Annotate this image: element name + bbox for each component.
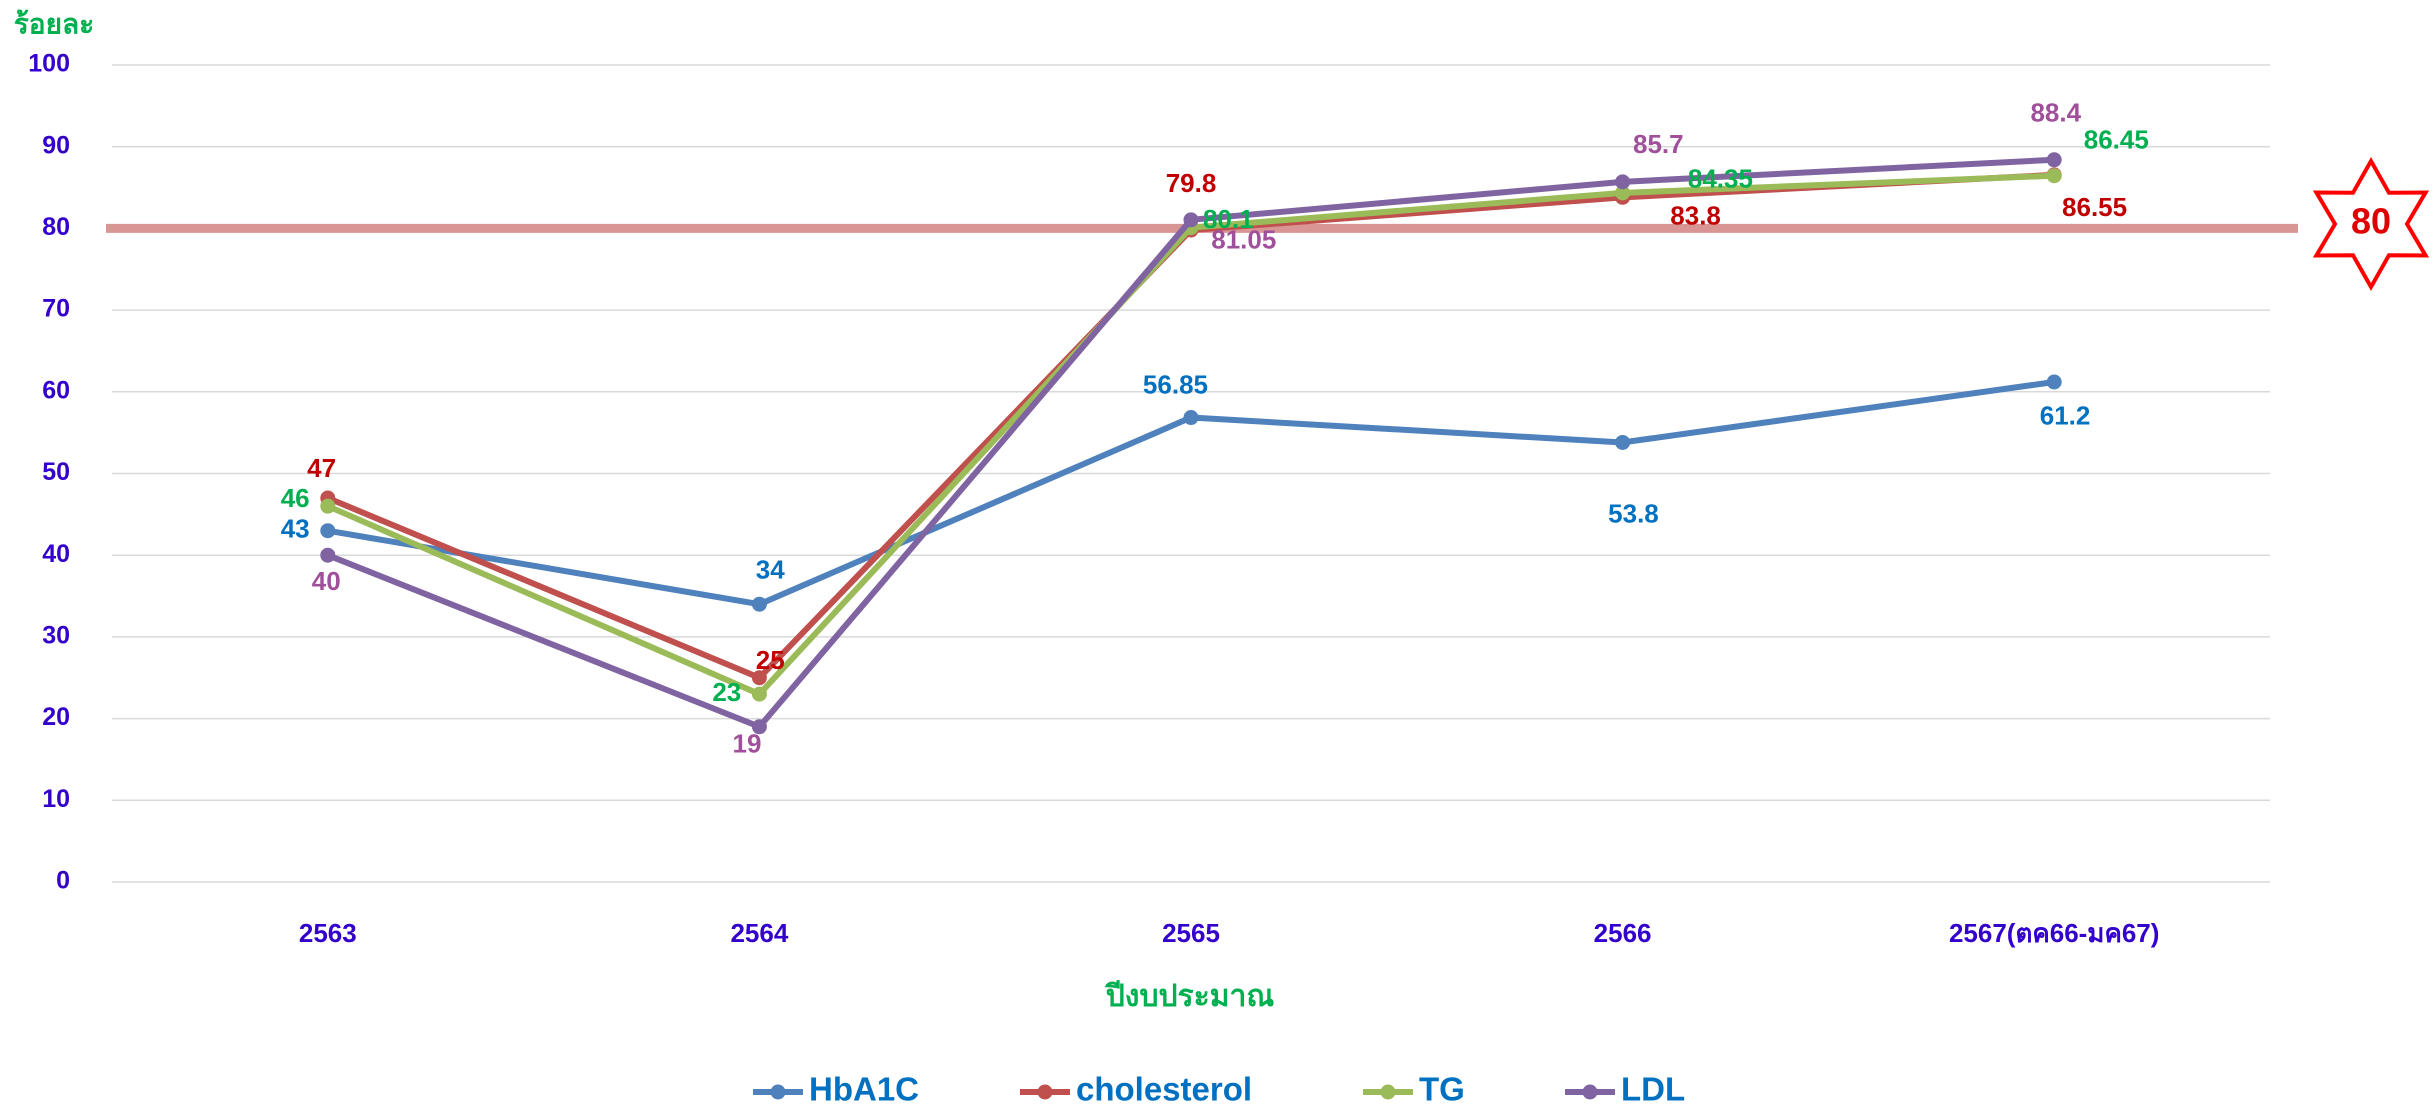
data-point	[320, 523, 336, 539]
data-point	[1615, 434, 1631, 450]
data-point	[2046, 168, 2062, 184]
data-label: 43	[281, 514, 310, 544]
data-point	[320, 498, 336, 514]
data-label: 80.1	[1203, 204, 1254, 234]
x-tick-label: 2564	[730, 918, 788, 948]
y-tick-label: 100	[28, 50, 70, 78]
series-line	[326, 171, 2055, 681]
x-tick-label: 2563	[299, 918, 357, 948]
data-label: 88.4	[2030, 98, 2081, 128]
y-tick-label: 40	[42, 540, 70, 568]
data-label: 61.2	[2040, 401, 2091, 431]
data-label: 79.8	[1166, 168, 1217, 198]
data-label: 83.8	[1670, 200, 1721, 230]
legend-label: TG	[1419, 1071, 1465, 1108]
data-point	[1183, 410, 1199, 426]
x-tick-label: 2567(ตค66-มค67)	[1949, 918, 2159, 948]
data-label: 34	[756, 554, 785, 584]
data-point	[751, 596, 767, 612]
legend-marker	[1380, 1084, 1396, 1100]
x-tick-label: 2565	[1162, 918, 1220, 948]
legend-marker	[1582, 1084, 1598, 1100]
data-point	[751, 719, 767, 735]
data-point	[1615, 185, 1631, 201]
y-tick-label: 90	[42, 131, 70, 159]
star-badge	[2312, 156, 2430, 292]
data-point	[1615, 174, 1631, 190]
data-label: 84.35	[1688, 163, 1753, 193]
data-label: 56.85	[1143, 369, 1208, 399]
data-label: 40	[312, 566, 341, 596]
data-label: 19	[733, 728, 762, 758]
data-label: 53.8	[1608, 498, 1659, 528]
data-label: 25	[756, 645, 785, 675]
legend-label: LDL	[1621, 1071, 1685, 1108]
y-tick-label: 10	[42, 785, 70, 813]
data-point	[2046, 152, 2062, 168]
legend-label: cholesterol	[1076, 1071, 1252, 1108]
data-label: 23	[712, 677, 741, 707]
y-tick-label: 60	[42, 376, 70, 404]
data-label: 46	[281, 483, 310, 513]
data-point	[751, 670, 767, 686]
legend-marker	[770, 1084, 786, 1100]
data-point	[751, 686, 767, 702]
y-tick-label: 30	[42, 622, 70, 650]
data-label: 85.7	[1633, 129, 1684, 159]
data-label: 81.05	[1211, 224, 1276, 254]
data-label: 47	[307, 453, 336, 483]
reference-label: 80	[2351, 201, 2391, 242]
series-line	[326, 172, 2055, 698]
data-point	[320, 547, 336, 563]
x-axis-label: ปีงบประมาณ	[1104, 980, 1275, 1013]
y-tick-label: 80	[42, 213, 70, 241]
data-point	[1183, 212, 1199, 228]
data-point	[2046, 374, 2062, 390]
legend-label: HbA1C	[809, 1071, 919, 1108]
y-tick-label: 70	[42, 295, 70, 323]
data-label: 86.55	[2062, 192, 2127, 222]
legend-marker	[1037, 1084, 1053, 1100]
y-tick-label: 50	[42, 458, 70, 486]
y-tick-label: 0	[56, 867, 70, 895]
x-tick-label: 2566	[1594, 918, 1652, 948]
y-tick-label: 20	[42, 703, 70, 731]
series-line	[326, 156, 2055, 730]
y-axis-label: ร้อยละ	[14, 8, 94, 39]
data-label: 86.45	[2084, 124, 2149, 154]
